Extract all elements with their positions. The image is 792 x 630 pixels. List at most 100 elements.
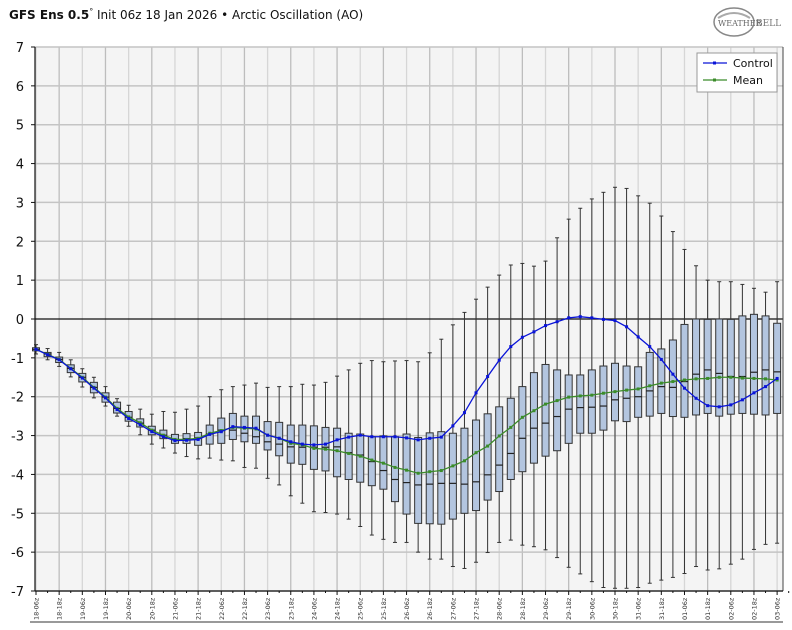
weatherbell-logo: WEATHER BELL: [713, 7, 781, 37]
x-tick-label: 19-18z: [102, 597, 110, 620]
point-control: [532, 330, 536, 334]
ensemble-box: [344, 432, 353, 480]
point-mean: [138, 421, 142, 425]
point-mean: [613, 390, 617, 394]
y-tick-label: -2: [11, 391, 24, 406]
point-mean: [150, 428, 154, 432]
point-mean: [706, 376, 710, 380]
point-control: [266, 433, 270, 437]
legend-control-marker: [713, 61, 716, 65]
y-tick-label: -7: [11, 585, 24, 600]
point-mean: [648, 384, 652, 388]
ensemble-box: [703, 318, 712, 414]
x-tick-label: 26-18z: [426, 597, 434, 620]
point-mean: [462, 459, 466, 463]
point-mean: [428, 470, 432, 474]
y-axis: 7 6 5 4 3 2 1 0 -1 -2 -3 -4 -5 -6 -7: [11, 41, 784, 600]
point-control: [625, 325, 629, 329]
point-control: [416, 438, 420, 442]
y-tick-label: 6: [16, 80, 24, 95]
point-control: [729, 403, 733, 407]
y-tick-label: 7: [16, 41, 24, 56]
point-control: [764, 385, 768, 389]
y-tick-label: 5: [16, 119, 24, 134]
ensemble-box: [749, 313, 758, 415]
ensemble-box: [738, 315, 747, 414]
point-mean: [625, 388, 629, 392]
point-control: [69, 367, 73, 371]
ensemble-box: [726, 318, 735, 415]
point-control: [324, 442, 327, 446]
point-control: [752, 391, 756, 395]
x-tick-label: 24-18z: [334, 597, 342, 620]
ensemble-box: [541, 363, 550, 457]
point-control: [474, 391, 478, 395]
point-control: [34, 347, 38, 351]
point-control: [486, 375, 490, 379]
point-mean: [127, 415, 131, 419]
point-mean: [486, 444, 490, 448]
point-mean: [335, 449, 339, 453]
point-control: [381, 435, 385, 439]
x-tick-label: 27-18z: [473, 597, 481, 620]
x-tick-label: 21-18z: [195, 597, 203, 620]
point-mean: [474, 451, 478, 455]
x-tick-label: 01-06z: [681, 597, 689, 620]
ensemble-box: [645, 351, 654, 417]
ensemble-box: [622, 365, 631, 423]
ensemble-box: [599, 365, 608, 431]
point-control: [439, 435, 443, 439]
x-tick-label: 31-18z: [658, 597, 666, 620]
point-mean: [451, 464, 455, 468]
point-mean: [544, 402, 548, 406]
point-control: [405, 436, 409, 440]
legend: Control Mean: [696, 52, 778, 93]
point-control: [451, 424, 455, 428]
ensemble-box: [576, 374, 585, 434]
point-mean: [439, 469, 443, 473]
legend-mean: Mean: [733, 74, 763, 87]
point-mean: [752, 376, 756, 380]
point-mean: [567, 395, 571, 399]
point-mean: [289, 441, 293, 445]
point-control: [717, 405, 721, 409]
point-control: [370, 435, 374, 439]
y-tick-label: -3: [11, 430, 24, 445]
point-control: [92, 386, 96, 390]
point-control: [636, 335, 640, 339]
ensemble-box: [773, 322, 782, 414]
point-mean: [775, 378, 779, 382]
y-tick-label: 4: [16, 158, 24, 173]
point-mean: [532, 409, 536, 413]
x-tick-label: 31-06z: [635, 597, 643, 620]
x-tick-label: 22-18z: [241, 597, 249, 620]
point-mean: [578, 394, 582, 398]
svg-text:BELL: BELL: [756, 19, 781, 29]
point-control: [208, 432, 212, 436]
point-control: [775, 376, 779, 380]
ensemble-box: [668, 339, 677, 418]
point-control: [150, 430, 154, 434]
ensemble-box: [356, 433, 365, 483]
point-control: [115, 408, 119, 412]
point-control: [428, 436, 432, 440]
point-control: [138, 423, 142, 427]
x-tick-label: 28-06z: [496, 597, 504, 620]
point-control: [393, 435, 397, 439]
ensemble-box: [402, 433, 411, 515]
point-control: [509, 345, 513, 349]
point-control: [242, 425, 246, 429]
point-control: [103, 396, 107, 400]
ensemble-box: [506, 397, 515, 480]
point-control: [520, 335, 524, 339]
y-tick-label: 1: [16, 274, 24, 289]
point-control: [46, 353, 50, 357]
point-control: [462, 411, 466, 415]
point-mean: [682, 378, 686, 382]
x-tick-label: 26-06z: [403, 597, 411, 620]
y-tick-label: 0: [16, 313, 24, 328]
x-tick-label: 21-06z: [171, 597, 179, 620]
ensemble-box: [634, 366, 643, 418]
point-mean: [381, 461, 385, 465]
